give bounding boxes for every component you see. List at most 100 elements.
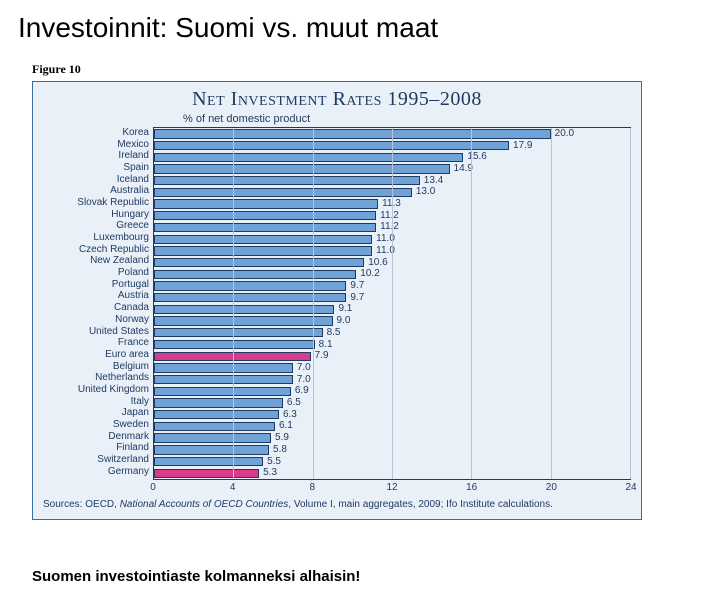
y-label: New Zealand: [43, 256, 153, 268]
y-label: Mexico: [43, 139, 153, 151]
bar: [154, 235, 372, 244]
bar: [154, 375, 293, 384]
bar: [154, 469, 259, 478]
bar: [154, 199, 378, 208]
x-tick: 16: [466, 482, 477, 493]
y-label: Australia: [43, 185, 153, 197]
chart-title: Net Investment Rates 1995–2008: [43, 88, 631, 111]
bar-value: 9.7: [350, 293, 364, 303]
x-tick: 8: [310, 482, 316, 493]
bar-value: 9.7: [350, 281, 364, 291]
y-label: Sweden: [43, 419, 153, 431]
y-label: Switzerland: [43, 454, 153, 466]
gridline: [313, 128, 314, 479]
y-label: Norway: [43, 314, 153, 326]
bar: [154, 363, 293, 372]
bar: [154, 433, 271, 442]
y-label: Slovak Republic: [43, 197, 153, 209]
x-tick: 0: [150, 482, 156, 493]
y-label: Germany: [43, 466, 153, 478]
y-label: Ireland: [43, 150, 153, 162]
bar-value: 5.9: [275, 433, 289, 443]
bar-value: 17.9: [513, 141, 532, 151]
bar-value: 6.5: [287, 398, 301, 408]
bar-value: 6.9: [295, 386, 309, 396]
y-label: Belgium: [43, 361, 153, 373]
plot-area: KoreaMexicoIrelandSpainIcelandAustraliaS…: [43, 127, 631, 480]
y-label: Luxembourg: [43, 232, 153, 244]
bar-value: 13.0: [416, 187, 435, 197]
bar: [154, 387, 291, 396]
y-label: Japan: [43, 408, 153, 420]
bar: [154, 293, 346, 302]
bar: [154, 270, 356, 279]
bars-area: 20.017.915.614.913.413.011.311.211.211.0…: [153, 127, 631, 480]
bar: [154, 176, 420, 185]
y-label: Canada: [43, 302, 153, 314]
y-label: Euro area: [43, 349, 153, 361]
bar-value: 9.0: [337, 316, 351, 326]
bar: [154, 316, 333, 325]
sources-prefix: Sources: OECD,: [43, 499, 120, 510]
y-label: Czech Republic: [43, 244, 153, 256]
bar-value: 10.2: [360, 269, 379, 279]
y-label: Netherlands: [43, 372, 153, 384]
y-label: United States: [43, 326, 153, 338]
bar-value: 7.0: [297, 375, 311, 385]
x-axis: 04812162024: [153, 480, 631, 494]
bar-value: 10.6: [368, 258, 387, 268]
bar-value: 6.1: [279, 421, 293, 431]
x-tick: 20: [546, 482, 557, 493]
bar-value: 7.9: [315, 351, 329, 361]
bar: [154, 328, 323, 337]
footer-note: Suomen investointiaste kolmanneksi alhai…: [32, 568, 700, 585]
gridline: [233, 128, 234, 479]
chart-container: Net Investment Rates 1995–2008 % of net …: [32, 81, 642, 520]
bar-value: 11.2: [380, 222, 399, 232]
bar: [154, 211, 376, 220]
y-label: France: [43, 337, 153, 349]
bar: [154, 258, 364, 267]
bar-value: 15.6: [467, 152, 486, 162]
y-axis-labels: KoreaMexicoIrelandSpainIcelandAustraliaS…: [43, 127, 153, 478]
bar-value: 9.1: [338, 304, 352, 314]
x-tick: 12: [386, 482, 397, 493]
bar-value: 7.0: [297, 363, 311, 373]
y-label: Korea: [43, 127, 153, 139]
bar: [154, 457, 263, 466]
y-label: Italy: [43, 396, 153, 408]
chart-subtitle: % of net domestic product: [183, 113, 631, 125]
bar-value: 11.2: [380, 211, 399, 221]
y-label: United Kingdom: [43, 384, 153, 396]
bar-value: 14.9: [454, 164, 473, 174]
y-label: Greece: [43, 221, 153, 233]
bar-value: 8.5: [327, 328, 341, 338]
y-label: Iceland: [43, 174, 153, 186]
bar: [154, 398, 283, 407]
bar: [154, 153, 463, 162]
bar-value: 13.4: [424, 176, 443, 186]
y-label: Austria: [43, 291, 153, 303]
bar-value: 5.5: [267, 457, 281, 467]
bar: [154, 281, 346, 290]
figure-label: Figure 10: [32, 62, 700, 77]
bar-value: 5.3: [263, 468, 277, 478]
gridline: [551, 128, 552, 479]
bar-value: 8.1: [319, 340, 333, 350]
y-label: Poland: [43, 267, 153, 279]
bar: [154, 141, 509, 150]
bar: [154, 352, 311, 361]
page-title: Investoinnit: Suomi vs. muut maat: [18, 12, 700, 44]
sources-suffix: , Volume I, main aggregates, 2009; Ifo I…: [288, 499, 553, 510]
y-label: Portugal: [43, 279, 153, 291]
y-label: Finland: [43, 443, 153, 455]
bar-value: 20.0: [555, 129, 574, 139]
y-label: Denmark: [43, 431, 153, 443]
bar: [154, 188, 412, 197]
gridline: [630, 128, 631, 479]
bar-value: 5.8: [273, 445, 287, 455]
y-label: Spain: [43, 162, 153, 174]
bar: [154, 223, 376, 232]
bar: [154, 246, 372, 255]
bar: [154, 129, 551, 138]
